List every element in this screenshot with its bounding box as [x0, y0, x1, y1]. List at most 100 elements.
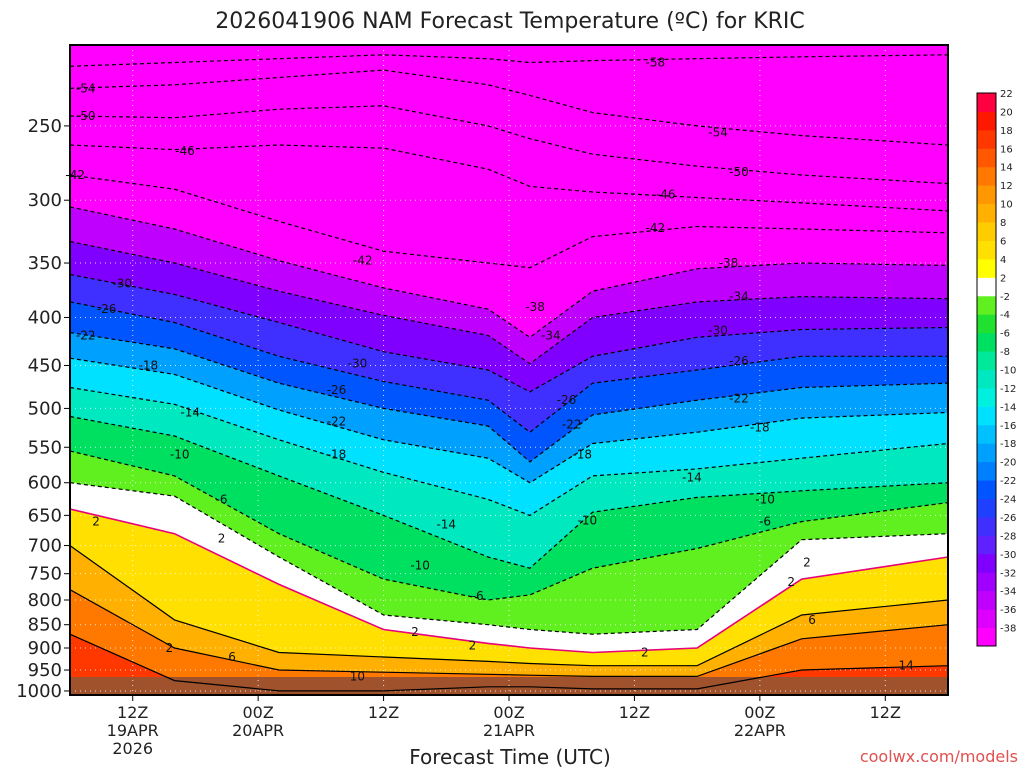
isotherm-label: 10 [350, 669, 365, 683]
colorbar-tick-label: -18 [1000, 439, 1016, 450]
y-tick-label: 1000 [16, 681, 62, 702]
isotherm-label: -42 [65, 168, 85, 182]
isotherm-label: -30 [348, 357, 368, 371]
colorbar-tick-label: -22 [1000, 476, 1016, 487]
isotherm-label: -38 [525, 300, 545, 314]
isotherm-label: 2 [218, 532, 226, 546]
y-tick-label: 400 [28, 307, 62, 328]
band-10 [70, 589, 948, 695]
isotherm--30 [70, 273, 948, 393]
colorbar-swatch [977, 314, 996, 334]
isotherm--50 [70, 105, 948, 185]
colorbar-swatch [977, 627, 996, 647]
isotherm-label: -38 [719, 256, 739, 270]
y-tick-label: 700 [28, 536, 62, 557]
colorbar-tick-label: 6 [1000, 236, 1006, 247]
isotherm--46 [70, 144, 948, 212]
chart-title: 2026041906 NAM Forecast Temperature (ºC)… [215, 9, 805, 34]
colorbar-swatch [977, 387, 996, 407]
colorbar-tick-label: 20 [1000, 107, 1013, 118]
y-axis: 2503003504004505005506006507007508008509… [16, 116, 70, 702]
isotherm-labels: -58 -54 -54 -50 -50 -46 -46 -42 -42 -42 -38 -38 -34 -… [65, 56, 913, 684]
colorbar-tick-label: -4 [1000, 310, 1010, 321]
isotherm-label: -26 [729, 354, 749, 368]
colorbar-swatch [977, 351, 996, 370]
y-tick-label: 950 [28, 660, 62, 681]
colorbar-tick-label: -34 [1000, 587, 1016, 598]
x-tick-label: 12Z [117, 703, 148, 722]
isotherm-label: -50 [76, 109, 96, 123]
isotherm-label: -10 [410, 558, 430, 572]
isotherm--42 [70, 174, 948, 269]
isotherm-label: -10 [170, 448, 190, 462]
isotherm-label: -46 [656, 188, 676, 202]
colorbar-swatch [977, 332, 996, 352]
isotherm-label: -42 [353, 254, 373, 268]
colorbar-swatch [977, 369, 996, 389]
isotherm-label: -22 [562, 417, 582, 431]
colorbar-tick-label: 8 [1000, 218, 1006, 229]
x-tick-label: 00Z [493, 703, 524, 722]
colorbar-swatch [977, 111, 996, 131]
colorbar-swatch [977, 424, 996, 444]
colorbar-tick-label: 16 [1000, 144, 1013, 155]
colorbar-tick-label: -28 [1000, 531, 1016, 542]
colorbar-swatch [977, 572, 996, 592]
y-tick-label: 550 [28, 437, 62, 458]
colorbar-tick-label: -14 [1000, 402, 1016, 413]
isotherm-label: 14 [899, 659, 914, 673]
isotherm-10 [70, 589, 948, 678]
y-tick-label: 800 [28, 590, 62, 611]
colorbar-tick-label: -20 [1000, 458, 1016, 469]
colorbar-tick-label: 2 [1000, 273, 1006, 284]
isotherm-2 [70, 508, 948, 654]
colorbar-tick-label: -8 [1000, 347, 1010, 358]
colorbar-tick-label: 12 [1000, 181, 1013, 192]
colorbar-swatch [977, 295, 996, 315]
isotherm--10 [70, 415, 948, 569]
isotherm--38 [70, 206, 948, 339]
isotherm-label: -50 [729, 165, 749, 179]
x-tick-label: 21APR [483, 721, 535, 740]
colorbar-tick-label: -36 [1000, 605, 1016, 616]
isotherm-label: -14 [436, 518, 456, 532]
x-tick-label: 00Z [242, 703, 273, 722]
isotherm-label: -10 [755, 492, 775, 506]
colorbar-tick-label: 14 [1000, 163, 1013, 174]
colorbar-tick-label: -38 [1000, 624, 1016, 635]
credit-text[interactable]: coolwx.com/models [860, 747, 1018, 766]
isotherm-label: -26 [557, 393, 577, 407]
isotherm-label: 2 [469, 639, 477, 653]
temperature-fill-bands [70, 45, 948, 695]
y-tick-label: 350 [28, 253, 62, 274]
colorbar-swatch [977, 535, 996, 555]
isotherm--26 [70, 301, 948, 433]
isotherm-label: 2 [165, 641, 173, 655]
colorbar-tick-label: 22 [1000, 89, 1013, 100]
isotherm-label: -42 [646, 221, 666, 235]
isotherm-label: 2 [803, 556, 811, 570]
isotherm--22 [70, 331, 948, 463]
colorbar-tick-label: -2 [1000, 292, 1010, 303]
colorbar-frame [976, 92, 997, 647]
isotherm-label: -30 [112, 276, 132, 290]
y-tick-label: 300 [28, 190, 62, 211]
isotherm-lines [70, 54, 948, 692]
isotherm--18 [70, 357, 948, 484]
x-tick-label: 22APR [734, 721, 786, 740]
isotherm--2 [70, 482, 948, 635]
y-tick-label: 250 [28, 116, 62, 137]
colorbar-swatch [977, 277, 996, 297]
isotherm-label: 2 [411, 625, 419, 639]
band-2 [70, 509, 948, 695]
colorbar-tick-label: -32 [1000, 568, 1016, 579]
colorbar-swatch [977, 222, 996, 241]
isotherm--58 [70, 54, 948, 67]
x-axis-label: Forecast Time (UTC) [409, 745, 611, 768]
y-tick-label: 900 [28, 638, 62, 659]
isotherm-label: -54 [76, 81, 96, 95]
x-tick-label: 00Z [744, 703, 775, 722]
isotherm-label: -18 [327, 448, 347, 462]
isotherm-label: -22 [327, 414, 347, 428]
